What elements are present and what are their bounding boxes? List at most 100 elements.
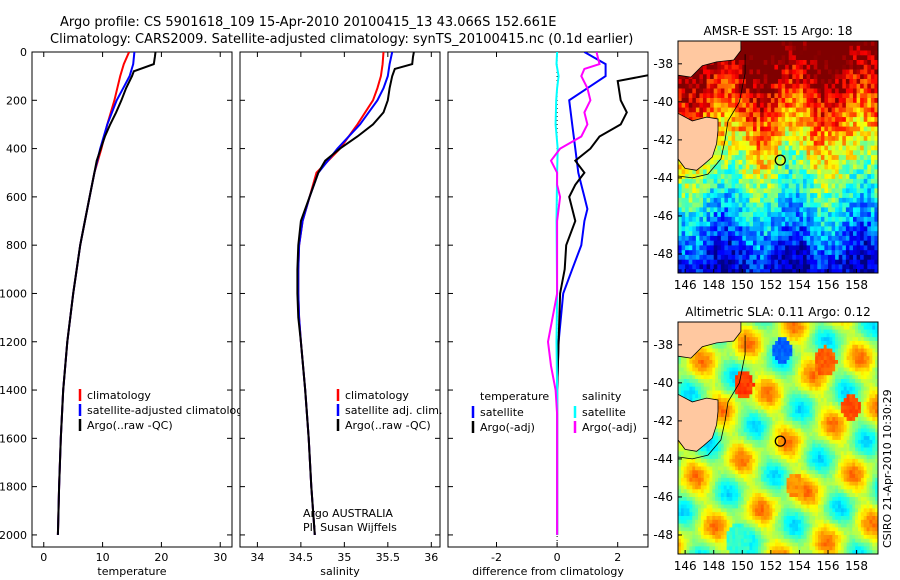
field-cell bbox=[813, 150, 818, 156]
field-cell bbox=[724, 150, 729, 156]
field-cell bbox=[717, 259, 722, 266]
field-cell bbox=[795, 333, 799, 338]
field-cell bbox=[828, 254, 833, 261]
field-cell bbox=[678, 178, 683, 185]
field-cell bbox=[826, 352, 831, 357]
field-cell bbox=[866, 348, 871, 353]
field-cell bbox=[810, 55, 815, 61]
field-cell bbox=[710, 93, 715, 99]
field-cell bbox=[813, 79, 818, 85]
field-cell bbox=[685, 240, 690, 247]
field-cell bbox=[695, 74, 701, 80]
field-cell bbox=[756, 60, 761, 66]
field-cell bbox=[767, 74, 772, 80]
field-cell bbox=[742, 193, 747, 199]
field-cell bbox=[713, 245, 718, 251]
field-cell bbox=[775, 398, 779, 403]
field-cell bbox=[786, 375, 791, 380]
field-cell bbox=[738, 50, 743, 56]
field-cell bbox=[732, 382, 736, 388]
field-cell bbox=[855, 363, 859, 369]
field-cell bbox=[838, 155, 843, 161]
field-cell bbox=[866, 413, 871, 418]
field-cell bbox=[853, 79, 858, 85]
field-cell bbox=[800, 413, 805, 418]
field-cell bbox=[781, 41, 786, 47]
field-cell bbox=[758, 348, 762, 353]
field-cell bbox=[770, 240, 776, 247]
field-cell bbox=[703, 169, 708, 175]
field-cell bbox=[810, 207, 815, 213]
field-cell bbox=[685, 202, 690, 208]
field-cell bbox=[749, 254, 754, 261]
field-cell bbox=[867, 50, 872, 56]
field-cell bbox=[867, 41, 872, 47]
field-cell bbox=[842, 74, 847, 80]
field-cell bbox=[828, 250, 833, 256]
field-cell bbox=[743, 401, 748, 407]
field-cell bbox=[867, 98, 872, 104]
field-cell bbox=[845, 98, 851, 104]
field-cell bbox=[874, 136, 878, 142]
field-cell bbox=[835, 164, 840, 170]
field-cell bbox=[778, 344, 782, 350]
field-cell bbox=[858, 390, 862, 395]
field-cell bbox=[678, 169, 683, 175]
field-cell bbox=[849, 169, 854, 175]
field-cell bbox=[735, 112, 740, 118]
field-cell bbox=[835, 174, 840, 180]
field-cell bbox=[799, 269, 804, 273]
field-cell bbox=[860, 174, 865, 180]
field-cell bbox=[724, 140, 729, 147]
field-cell bbox=[806, 178, 811, 185]
field-cell bbox=[781, 140, 786, 147]
field-cell bbox=[678, 193, 683, 199]
field-cell bbox=[724, 193, 729, 199]
field-cell bbox=[770, 50, 776, 56]
field-cell bbox=[824, 112, 829, 118]
field-cell bbox=[756, 216, 761, 223]
field-cell bbox=[799, 183, 804, 189]
field-cell bbox=[749, 212, 754, 218]
field-cell bbox=[869, 398, 873, 403]
field-cell bbox=[858, 379, 862, 384]
field-cell bbox=[753, 264, 758, 270]
field-cell bbox=[749, 174, 754, 180]
field-cell bbox=[831, 60, 836, 66]
field-cell bbox=[806, 69, 811, 75]
field-cell bbox=[853, 178, 858, 185]
field-cell bbox=[710, 169, 715, 175]
field-cell bbox=[749, 356, 753, 361]
field-cell bbox=[803, 405, 808, 411]
field-cell bbox=[820, 155, 826, 161]
field-cell bbox=[713, 231, 718, 237]
field-cell bbox=[826, 382, 831, 388]
field-cell bbox=[738, 367, 742, 372]
field-cell bbox=[772, 344, 776, 350]
field-cell bbox=[800, 360, 805, 365]
field-cell bbox=[863, 375, 868, 380]
field-cell bbox=[835, 197, 840, 204]
field-cell bbox=[789, 329, 793, 334]
field-cell bbox=[778, 409, 782, 414]
field-cell bbox=[856, 269, 861, 273]
field-cell bbox=[832, 401, 836, 407]
field-cell bbox=[724, 164, 729, 170]
field-cell bbox=[875, 341, 878, 346]
field-cell bbox=[703, 207, 708, 213]
field-cell bbox=[763, 83, 768, 90]
field-cell bbox=[766, 363, 771, 369]
field-cell bbox=[678, 107, 683, 113]
field-cell bbox=[703, 183, 708, 189]
field-cell bbox=[803, 212, 808, 218]
field-cell bbox=[878, 169, 882, 174]
field-cell bbox=[760, 183, 765, 189]
field-cell bbox=[881, 341, 885, 345]
field-cell bbox=[728, 235, 733, 242]
field-cell bbox=[874, 102, 878, 109]
field-cell bbox=[860, 333, 865, 338]
field-cell bbox=[866, 360, 871, 365]
salinity-legend-label: satellite adj. clim. bbox=[345, 404, 442, 417]
field-cell bbox=[813, 83, 818, 90]
field-cell bbox=[724, 226, 729, 232]
